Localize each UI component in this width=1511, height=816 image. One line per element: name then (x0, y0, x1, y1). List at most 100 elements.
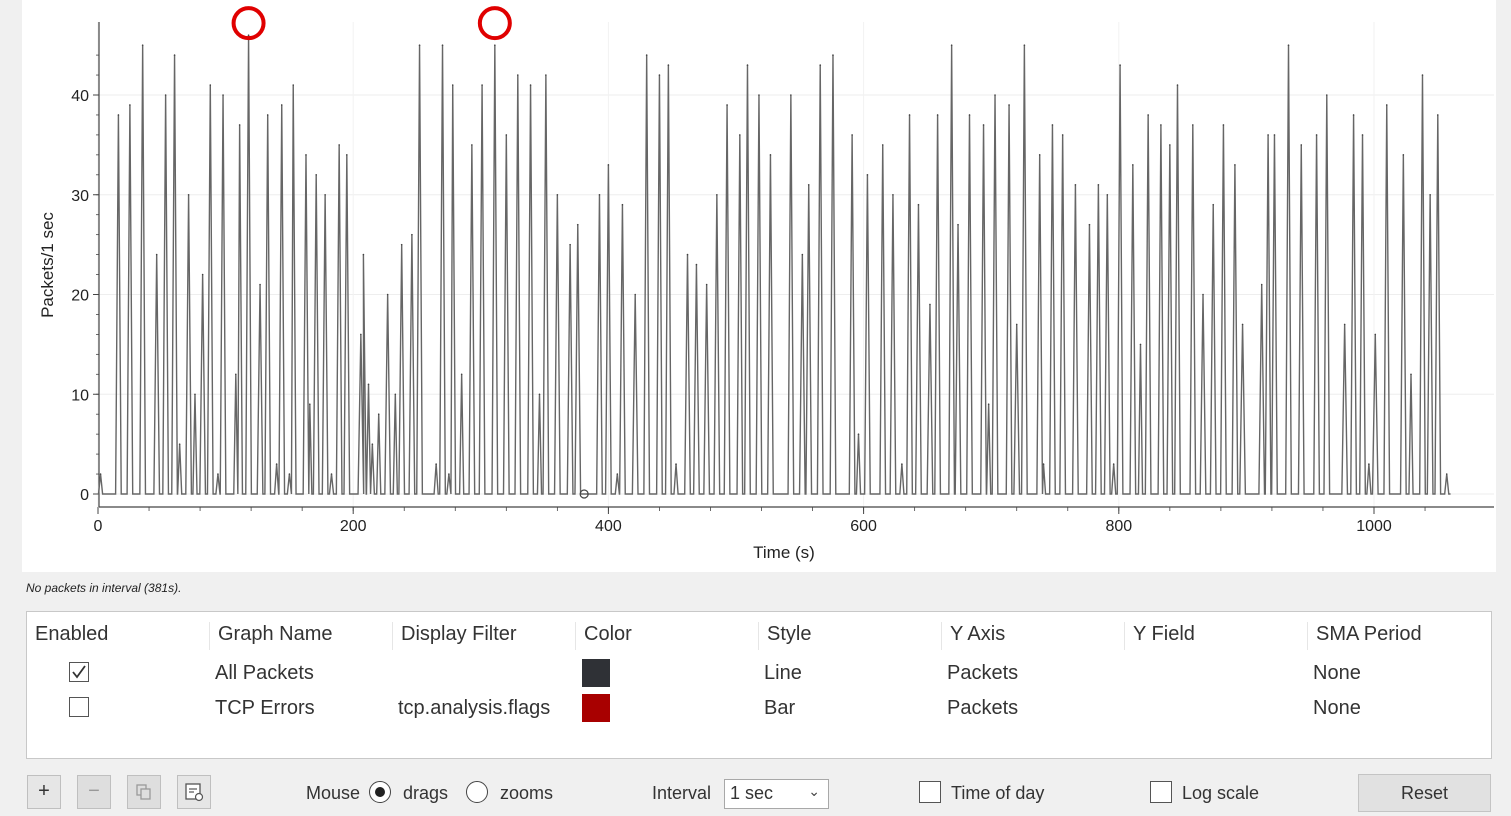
series-point (686, 253, 689, 256)
row-2-sma-period[interactable]: None (1313, 697, 1361, 719)
row-1-enabled-checkbox[interactable] (69, 662, 89, 682)
series-point (790, 94, 792, 96)
row-1-graph-name[interactable]: All Packets (215, 662, 314, 684)
series-point (292, 84, 295, 86)
log-scale-checkbox[interactable] (1150, 781, 1172, 803)
drags-radio[interactable] (369, 781, 391, 803)
series-point (758, 94, 760, 96)
series-point (400, 243, 403, 246)
series-point (1038, 154, 1041, 156)
col-display-filter[interactable]: Display Filter (392, 622, 517, 650)
series-point (259, 283, 261, 286)
row-2-enabled-checkbox[interactable] (69, 697, 89, 717)
series-point (1176, 84, 1179, 86)
x-tick-label: 0 (94, 518, 103, 535)
series-point (1361, 134, 1364, 136)
row-1-y-axis[interactable]: Packets (947, 662, 1019, 684)
row-2-graph-name[interactable]: TCP Errors (215, 697, 315, 719)
series-point (807, 183, 810, 186)
series-point (411, 233, 413, 236)
series-point (1212, 203, 1215, 206)
series-point (901, 463, 903, 465)
row-1-sma-period[interactable]: None (1313, 662, 1361, 684)
series-point (1015, 323, 1018, 326)
series-point (1160, 124, 1162, 126)
series-point (819, 64, 822, 66)
interval-select[interactable]: 1 sec ⌄ (724, 779, 829, 809)
series-point (675, 463, 677, 465)
row-2-style[interactable]: Bar (764, 697, 796, 719)
series-point (866, 174, 869, 176)
col-sma-period[interactable]: SMA Period (1307, 622, 1422, 650)
clear-graphs-button[interactable] (177, 775, 211, 809)
zooms-label[interactable]: zooms (500, 783, 554, 803)
series-point (695, 263, 698, 266)
y-tick-label: 20 (71, 288, 89, 305)
x-tick-label: 200 (340, 518, 367, 535)
time-of-day-label[interactable]: Time of day (951, 783, 1045, 803)
series-point (505, 134, 508, 136)
interval-marker (579, 489, 589, 499)
series-point (716, 193, 718, 196)
drags-label[interactable]: drags (403, 783, 449, 803)
series-point (1169, 144, 1171, 146)
reset-button[interactable]: Reset (1358, 774, 1491, 812)
series-point (545, 74, 547, 76)
series-point (1402, 154, 1405, 156)
series-point (1374, 333, 1377, 336)
copy-graph-button[interactable] (127, 775, 161, 809)
row-2-color-swatch[interactable] (582, 694, 610, 722)
col-graph-name[interactable]: Graph Name (209, 622, 333, 650)
series-point (957, 223, 959, 226)
series-point (448, 473, 450, 475)
series-point (645, 54, 648, 56)
series-point (235, 373, 237, 376)
series-point (857, 433, 860, 435)
remove-graph-button[interactable]: − (77, 775, 111, 809)
row-2-y-axis[interactable]: Packets (947, 697, 1019, 719)
series-point (394, 393, 397, 396)
series-point (1315, 134, 1318, 136)
series-point (441, 44, 444, 46)
row-2-display-filter[interactable]: tcp.analysis.flags (398, 697, 551, 719)
toolbar: + − Mouse drags zooms Interval 1 sec ⌄ T… (0, 766, 1511, 816)
col-y-axis[interactable]: Y Axis (941, 622, 1005, 650)
plot-area[interactable]: 0 10 20 30 40 0 200 400 600 800 1000 Time (s) Packet… (22, 0, 1496, 572)
series-point (726, 104, 728, 106)
series-point (529, 84, 532, 86)
series-point (1061, 134, 1064, 136)
series-point (556, 193, 559, 196)
series-point (1421, 74, 1424, 76)
series-point (494, 44, 496, 46)
series-point (1042, 463, 1045, 465)
chevron-down-icon: ⌄ (808, 783, 820, 799)
col-color[interactable]: Color (575, 622, 632, 650)
series-point (1074, 183, 1077, 186)
col-enabled[interactable]: Enabled (35, 623, 109, 645)
graph-table[interactable]: Enabled Graph Name Display Filter Color … (26, 611, 1492, 759)
series-point (360, 333, 362, 336)
interval-label: Interval (652, 783, 712, 803)
series-point (1445, 473, 1448, 475)
zooms-radio[interactable] (466, 781, 488, 803)
row-1-color-swatch[interactable] (582, 659, 610, 687)
series-point (1234, 164, 1236, 166)
time-of-day-checkbox[interactable] (919, 781, 941, 803)
series-point (1147, 114, 1149, 116)
log-scale-label[interactable]: Log scale (1182, 783, 1260, 803)
series-point (238, 124, 241, 126)
col-y-field[interactable]: Y Field (1124, 622, 1195, 650)
col-style[interactable]: Style (758, 622, 811, 650)
series-point (1119, 64, 1121, 66)
row-1-style[interactable]: Line (764, 662, 802, 684)
series-point (851, 134, 853, 136)
series-point (917, 203, 920, 206)
highlight-circle (477, 6, 512, 41)
radio-selected-dot (375, 787, 385, 797)
series-point (968, 114, 971, 116)
add-graph-button[interactable]: + (27, 775, 61, 809)
series-point (705, 283, 708, 286)
series-point (362, 253, 365, 256)
series-point (832, 54, 834, 56)
